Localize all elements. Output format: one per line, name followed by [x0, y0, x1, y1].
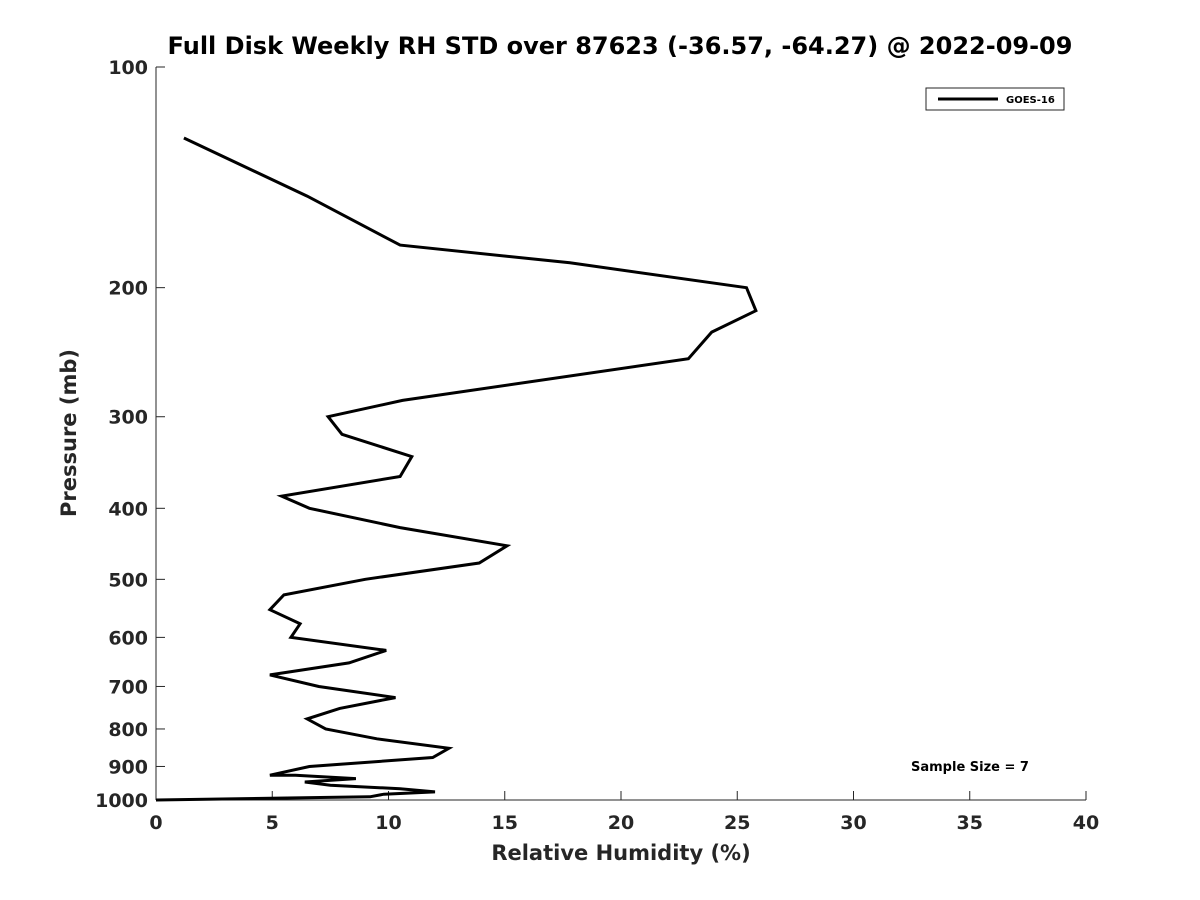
series-line-goes-16: [155, 136, 758, 802]
chart-title: Full Disk Weekly RH STD over 87623 (-36.…: [168, 32, 1073, 60]
x-tick-label: 35: [957, 812, 983, 834]
plot-area: 0 5 10 15 20 25 30 35 40 100 200 300 400 500 600 700 80…: [95, 57, 1099, 834]
x-tick-label: 15: [492, 812, 518, 834]
y-tick-label: 400: [108, 498, 148, 520]
sample-size-annotation: Sample Size = 7: [911, 760, 1029, 775]
x-tick-label: 30: [840, 812, 866, 834]
y-tick-label: 1000: [95, 790, 148, 812]
x-tick-label: 20: [608, 812, 634, 834]
y-tick-label: 700: [108, 676, 148, 698]
y-tick-label: 100: [108, 57, 148, 79]
y-tick-label: 200: [108, 278, 148, 300]
y-tick-label: 300: [108, 407, 148, 429]
y-tick-label: 500: [108, 569, 148, 591]
x-ticks: 0 5 10 15 20 25 30 35 40: [149, 791, 1099, 834]
legend-label: GOES-16: [1006, 95, 1055, 106]
y-tick-label: 800: [108, 719, 148, 741]
x-axis-label: Relative Humidity (%): [491, 841, 750, 865]
y-tick-label: 900: [108, 756, 148, 778]
y-tick-label: 600: [108, 627, 148, 649]
y-ticks: 100 200 300 400 500 600 700 800 900 1000: [95, 57, 165, 812]
x-tick-label: 40: [1073, 812, 1099, 834]
x-tick-label: 25: [724, 812, 750, 834]
y-axis-label: Pressure (mb): [57, 349, 81, 517]
x-tick-label: 10: [375, 812, 401, 834]
x-tick-label: 5: [266, 812, 279, 834]
x-tick-label: 0: [149, 812, 162, 834]
legend: GOES-16: [925, 87, 1065, 111]
